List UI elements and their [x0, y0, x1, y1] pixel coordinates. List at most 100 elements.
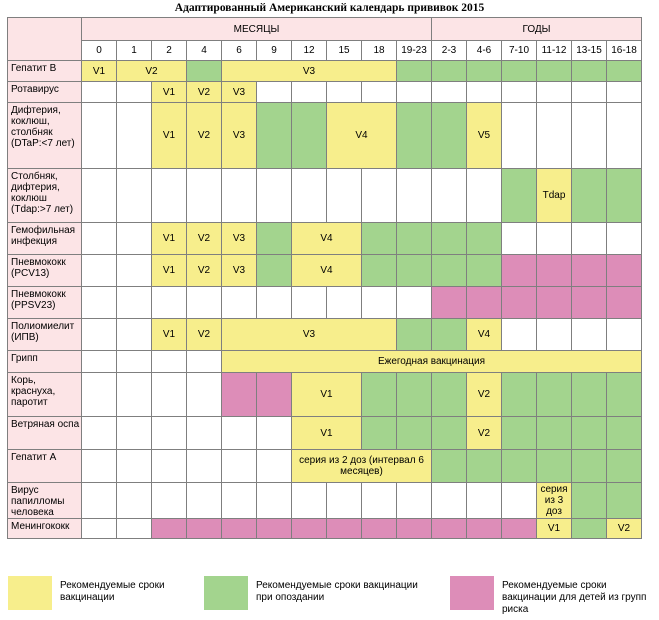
schedule-cell — [466, 60, 502, 82]
schedule-cell — [186, 518, 222, 539]
schedule-cell — [81, 449, 117, 483]
dose-cell: V4 — [291, 254, 362, 287]
schedule-cell — [431, 254, 467, 287]
page-title: Адаптированный Американский календарь пр… — [174, 2, 485, 14]
vaccine-label: Дифтерия, коклюш, столбняк (DTaP:<7 лет) — [7, 102, 82, 169]
vaccine-label: Ветряная оспа — [7, 416, 82, 450]
dose-cell: V1 — [291, 372, 362, 417]
table-row: Полиомиелит (ИПВ) V1 V2 V3 V4 — [7, 318, 642, 351]
dose-cell: V3 — [221, 102, 257, 169]
schedule-cell — [116, 350, 152, 373]
legend-swatch-yellow — [8, 576, 52, 610]
schedule-cell — [151, 372, 187, 417]
dose-cell: V2 — [186, 222, 222, 255]
schedule-cell — [291, 482, 327, 519]
schedule-cell — [536, 318, 572, 351]
schedule-cell — [606, 449, 642, 483]
schedule-cell — [256, 254, 292, 287]
age-header-cell: 4 — [186, 40, 222, 61]
dose-cell: серия из 3 доз — [536, 482, 572, 519]
schedule-cell — [606, 222, 642, 255]
schedule-cell — [501, 254, 537, 287]
age-header-cell: 15 — [326, 40, 362, 61]
schedule-cell — [81, 222, 117, 255]
table-row: Корь, краснуха, паротит V1 V2 — [7, 372, 642, 417]
schedule-cell — [501, 449, 537, 483]
schedule-cell — [361, 372, 397, 417]
schedule-cell — [186, 416, 222, 450]
schedule-cell — [256, 416, 292, 450]
schedule-cell — [256, 168, 292, 223]
schedule-cell — [431, 286, 467, 319]
dose-cell: V4 — [326, 102, 397, 169]
corner-cell — [7, 17, 82, 61]
dose-cell: V1 — [536, 518, 572, 539]
schedule-cell — [116, 318, 152, 351]
schedule-cell — [151, 416, 187, 450]
schedule-cell — [151, 168, 187, 223]
table-row: Ротавирус V1 V2 V3 — [7, 81, 642, 103]
dose-cell: V2 — [186, 102, 222, 169]
vaccine-label: Полиомиелит (ИПВ) — [7, 318, 82, 351]
age-header-cell: 1 — [116, 40, 152, 61]
schedule-cell — [571, 518, 607, 539]
schedule-cell — [571, 102, 607, 169]
schedule-cell — [536, 222, 572, 255]
dose-cell: V1 — [81, 60, 117, 82]
table-row: Пневмококк (PCV13) V1 V2 V3 V4 — [7, 254, 642, 287]
schedule-cell — [536, 372, 572, 417]
months-header: МЕСЯЦЫ — [81, 17, 432, 41]
schedule-cell — [116, 286, 152, 319]
schedule-cell — [466, 81, 502, 103]
table-row: Гепатит В V1 V2 V3 — [7, 60, 642, 82]
age-header-cell: 12 — [291, 40, 327, 61]
age-header-cell: 9 — [256, 40, 292, 61]
schedule-cell — [116, 102, 152, 169]
schedule-cell — [151, 286, 187, 319]
dose-cell: V3 — [221, 318, 397, 351]
age-header-cell: 13-15 — [571, 40, 607, 61]
dose-cell: V2 — [606, 518, 642, 539]
table-row: Гепатит А серия из 2 доз (интервал 6 меся… — [7, 449, 642, 483]
schedule-cell — [116, 416, 152, 450]
legend-swatch-pink — [450, 576, 494, 610]
age-header-cell: 18 — [361, 40, 397, 61]
schedule-cell — [396, 222, 432, 255]
dose-cell: V5 — [466, 102, 502, 169]
schedule-cell — [291, 286, 327, 319]
schedule-cell — [571, 318, 607, 351]
schedule-cell — [116, 254, 152, 287]
schedule-cell — [186, 60, 222, 82]
schedule-cell — [221, 518, 257, 539]
schedule-cell — [116, 168, 152, 223]
dose-cell: Tdap — [536, 168, 572, 223]
schedule-cell — [361, 81, 397, 103]
schedule-cell — [571, 482, 607, 519]
schedule-cell — [361, 254, 397, 287]
schedule-cell — [431, 318, 467, 351]
schedule-cell — [466, 222, 502, 255]
schedule-cell — [256, 518, 292, 539]
table-row: Пневмококк (PPSV23) — [7, 286, 642, 319]
schedule-cell — [536, 254, 572, 287]
schedule-cell — [291, 168, 327, 223]
schedule-cell — [501, 372, 537, 417]
table-row: Менингококк V1 V2 — [7, 518, 642, 539]
dose-cell: V1 — [151, 102, 187, 169]
schedule-cell — [501, 81, 537, 103]
dose-cell: Ежегодная вакцинация — [221, 350, 642, 373]
schedule-cell — [81, 350, 117, 373]
schedule-cell — [501, 318, 537, 351]
schedule-cell — [116, 372, 152, 417]
schedule-cell — [256, 482, 292, 519]
schedule-cell — [326, 286, 362, 319]
vaccine-label: Столбняк, дифтерия, коклюш (Tdap:>7 лет) — [7, 168, 82, 223]
schedule-cell — [606, 286, 642, 319]
vaccination-schedule-table: МЕСЯЦЫ ГОДЫ 0 1 2 4 6 9 12 15 18 19-23 2-3 4-6 7-10 11-… — [7, 17, 642, 539]
table-row: Дифтерия, коклюш, столбняк (DTaP:<7 лет)… — [7, 102, 642, 169]
schedule-cell — [361, 482, 397, 519]
schedule-cell — [221, 482, 257, 519]
age-header-cell: 11-12 — [536, 40, 572, 61]
dose-cell: серия из 2 доз (интервал 6 месяцев) — [291, 449, 432, 483]
schedule-cell — [81, 318, 117, 351]
